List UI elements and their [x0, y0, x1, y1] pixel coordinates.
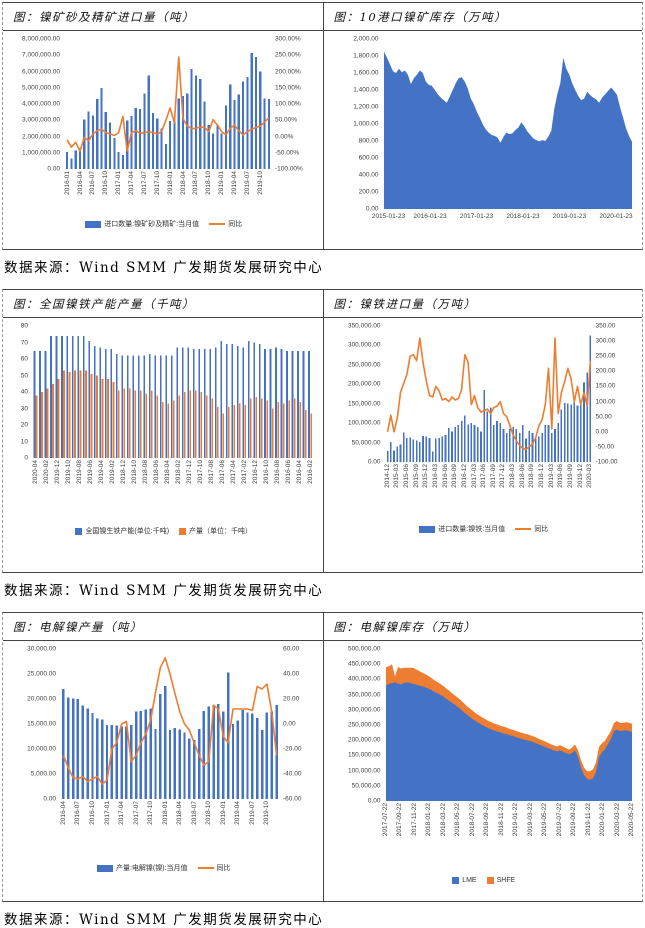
legend-line-swatch-item: 同比 [197, 863, 231, 873]
y-axis-right-ticks: 350.00 300.00 250.00 200.00 150.00 100.00 50.0… [595, 322, 618, 466]
y-axis-left-ticks: 8,000,000.00 7,000,000.00 6,000,000.00 5,00… [22, 35, 60, 173]
chart-legend: 全国镍生铁产能(单位:千吨) 产量（单位：千吨） [9, 526, 319, 536]
bar-swatch-icon [486, 877, 494, 884]
legend-series-item: 全国镍生铁产能(单位:千吨) [75, 526, 169, 536]
chart-title-npi-imports: 图：镍铁进口量（万吨） [322, 290, 643, 317]
y-axis-right-ticks: 300.00% 250.00% 200.00% 150.00% 100.00% 50.00… [275, 35, 303, 173]
data-source-caption: 数据来源：Wind SMM 广发期货发展研究中心 [4, 260, 324, 276]
y-axis-left-ticks: 30,000.00 25,000.00 20,000.00 15,000.00 10,0… [27, 645, 56, 803]
figure-table-1: 图：镍矿砂及精矿进口量（吨） 图：10港口镍矿库存（万吨） 8,000,000.… [2, 2, 643, 250]
legend-line-swatch-item: 同比 [515, 524, 548, 534]
chart-plot [386, 335, 591, 462]
chart-title-refined-nickel-inventory: 图：电解镍库存（万吨） [322, 613, 643, 640]
legend-series-item: LME [452, 877, 477, 884]
chart-plot-area: 2017-07-22 2017-09-22 2017-11-22 2018-01-22… [382, 649, 635, 873]
chart-plot [62, 657, 278, 799]
figure-table-3: 图：电解镍产量（吨） 图：电解镍库存（万吨） 30,000.00 25,000.0… [2, 612, 643, 902]
chart-legend: 产量:电解镍(镍):当月值 同比 [9, 863, 319, 873]
chart-plot [383, 51, 632, 209]
y-axis-right-ticks: 60.00 40.00 20.00 0.00 -20.00 -40.00 -60.00 [283, 645, 302, 803]
chart-plot-area: 2016-04 2016-07 2016-10 2017-01 2017-04 2017-… [59, 649, 279, 859]
chart-title-refined-nickel-output: 图：电解镍产量（吨） [13, 620, 143, 634]
y-axis-left-ticks: 2,000.00 1,800.00 1,600.00 1,400.00 1,200.00… [353, 35, 379, 213]
chart-legend: 进口数量:镍铁:当月值 同比 [330, 524, 639, 534]
y-axis-left-ticks: 500,000.00 450,000.00 400,000.00 350,000.00… [347, 645, 381, 805]
chart-npi-capacity-output: 80 70 60 50 40 30 20 10 0 2020-04 2020-02 2019-12 20… [3, 318, 323, 572]
legend-series-item: 产量（单位：千吨） [179, 526, 252, 536]
chart-port-nickel-ore-inventory: 2,000.00 1,800.00 1,600.00 1,400.00 1,200.00… [322, 31, 643, 249]
data-source-caption: 数据来源：Wind SMM 广发期货发展研究中心 [4, 583, 324, 599]
chart-plot-area: 2014-12 2015-03 2015-06 2015-09 2015-12 2016-… [383, 326, 594, 520]
x-axis-labels: 2016-01 2016-04 2016-07 2016-10 2017-01 2017-… [63, 171, 264, 195]
chart-plot [66, 52, 270, 169]
chart-refined-nickel-output: 30,000.00 25,000.00 20,000.00 15,000.00 10,0… [3, 641, 323, 901]
x-axis-labels: 2014-12 2015-03 2015-06 2015-09 2015-12 2016-… [383, 464, 594, 488]
y-axis-left-ticks: 350,000.00 300,000.00 250,000.00 200,000.00… [347, 322, 381, 466]
figure-table-2: 图：全国镍铁产能产量（千吨） 图：镍铁进口量（万吨） 80 70 60 50 40 30 2… [2, 289, 643, 573]
legend-series-item: 产量:电解镍(镍):当月值 [96, 863, 188, 873]
bar-swatch-icon [75, 527, 83, 535]
chart-title-port-nickel-ore-inventory: 图：10港口镍矿库存（万吨） [322, 3, 643, 30]
bar-swatch-icon [419, 525, 436, 533]
legend-series-item: 进口数量:镍矿砂及精矿:当月值 [85, 219, 199, 229]
chart-nickel-ore-imports: 8,000,000.00 7,000,000.00 6,000,000.00 5,00… [3, 31, 323, 249]
legend-line-swatch-item: 同比 [209, 219, 242, 229]
bar-swatch-icon [452, 877, 460, 884]
line-swatch-icon [197, 867, 214, 869]
data-source-caption: 数据来源：Wind SMM 广发期货发展研究中心 [4, 912, 324, 928]
bar-swatch-icon [85, 220, 102, 228]
chart-plot-area: 2020-04 2020-02 2019-12 2019-10 2019-08 2019-… [32, 326, 314, 522]
chart-title-nickel-ore-imports: 图：镍矿砂及精矿进口量（吨） [13, 10, 195, 24]
chart-legend: 进口数量:镍矿砂及精矿:当月值 同比 [9, 219, 319, 229]
legend-series-item: 进口数量:镍铁:当月值 [419, 524, 505, 534]
x-axis-labels: 2015-01-23 2016-01-23 2017-01-23 2018-01-23… [371, 213, 633, 220]
x-axis-labels: 2020-04 2020-02 2019-12 2019-10 2019-08 2019-… [32, 460, 314, 484]
y-axis-left-ticks: 80 70 60 50 40 30 20 10 0 [20, 322, 28, 462]
line-swatch-icon [515, 528, 532, 530]
x-axis-labels: 2017-07-22 2017-09-22 2017-11-22 2018-01-22… [382, 803, 635, 837]
chart-legend: LME SHFE [330, 877, 639, 884]
chart-plot-area: 2016-01 2016-04 2016-07 2016-10 2017-01 2017-… [63, 39, 271, 215]
line-swatch-icon [209, 223, 226, 225]
x-axis-labels: 2016-04 2016-07 2016-10 2017-01 2017-04 2017-… [59, 801, 271, 825]
chart-plot [33, 335, 312, 458]
chart-plot-area: 2015-01-23 2016-01-23 2017-01-23 2018-01-23… [371, 39, 633, 229]
chart-plot [385, 664, 632, 801]
bar-swatch-icon [179, 527, 187, 535]
chart-title-npi-capacity-output: 图：全国镍铁产能产量（千吨） [13, 297, 195, 311]
chart-refined-nickel-inventory: 500,000.00 450,000.00 400,000.00 350,000.00… [322, 641, 643, 901]
chart-npi-imports: 350,000.00 300,000.00 250,000.00 200,000.00… [322, 318, 643, 572]
legend-series-item: SHFE [486, 877, 515, 884]
bar-swatch-icon [96, 864, 113, 872]
